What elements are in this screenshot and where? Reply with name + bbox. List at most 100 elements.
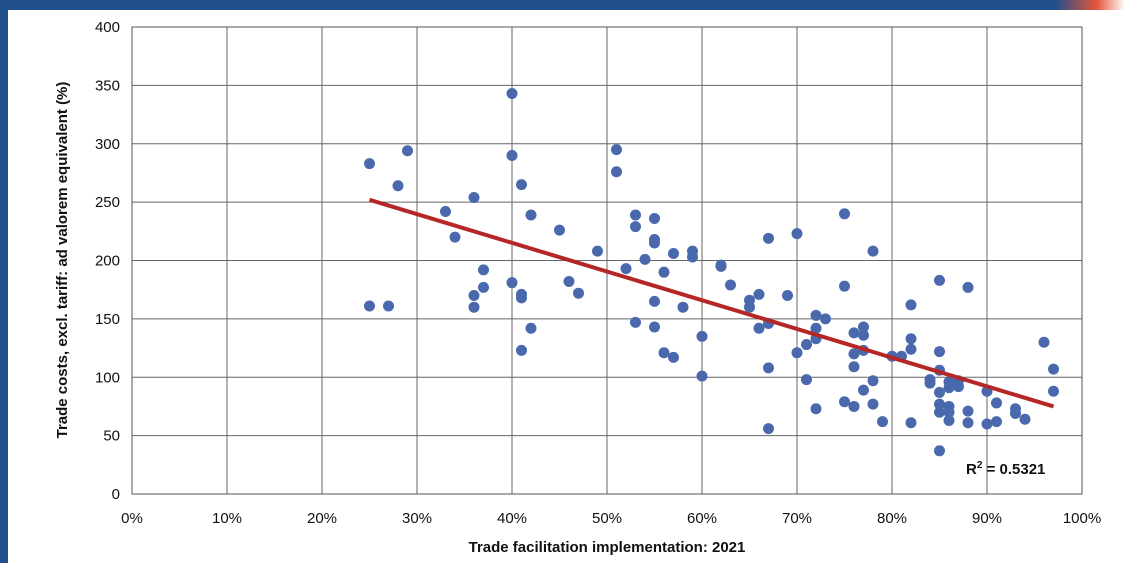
data-point xyxy=(440,205,451,217)
data-point xyxy=(725,279,736,291)
data-point xyxy=(810,309,822,321)
data-point xyxy=(525,322,537,334)
data-point xyxy=(639,253,651,265)
y-tick-label: 300 xyxy=(95,136,120,153)
data-point xyxy=(1038,336,1050,348)
data-point xyxy=(962,281,974,293)
y-tick-label: 50 xyxy=(103,428,120,445)
data-point xyxy=(592,245,603,257)
data-point xyxy=(991,416,1002,428)
data-point xyxy=(516,344,527,356)
data-point xyxy=(687,251,698,263)
y-axis-title: Trade costs, excl. tariff: ad valorem eq… xyxy=(54,82,71,439)
x-tick-label: 70% xyxy=(782,510,812,527)
data-point xyxy=(449,231,461,243)
data-point xyxy=(867,375,879,387)
data-point xyxy=(611,144,622,156)
x-tick-label: 100% xyxy=(1063,510,1101,527)
data-point xyxy=(468,301,480,313)
x-tick-label: 10% xyxy=(212,510,242,527)
trendline xyxy=(368,197,1055,409)
data-points xyxy=(364,88,1059,457)
data-point xyxy=(801,374,812,386)
data-point xyxy=(506,277,518,289)
data-point xyxy=(981,418,993,430)
y-tick-label: 200 xyxy=(95,253,120,270)
data-point xyxy=(658,266,670,278)
data-point xyxy=(791,228,803,240)
data-point xyxy=(516,292,527,304)
data-point xyxy=(753,322,765,334)
data-point xyxy=(620,263,632,275)
x-axis-title: Trade facilitation implementation: 2021 xyxy=(469,539,746,556)
x-tick-label: 0% xyxy=(121,510,143,527)
data-point xyxy=(867,245,879,257)
top-border xyxy=(0,0,1125,10)
data-point xyxy=(630,209,641,221)
data-point xyxy=(668,247,679,259)
data-point xyxy=(810,403,822,415)
data-point xyxy=(934,406,945,418)
data-point xyxy=(649,237,660,249)
x-tick-label: 30% xyxy=(402,510,432,527)
data-point xyxy=(848,348,860,360)
data-point xyxy=(953,381,964,393)
data-point xyxy=(611,166,622,178)
data-point xyxy=(905,343,917,355)
data-point xyxy=(1048,363,1059,375)
data-point xyxy=(468,191,480,203)
data-point xyxy=(858,329,869,341)
data-point xyxy=(839,280,850,292)
grid-lines xyxy=(131,26,1083,495)
data-point xyxy=(801,339,812,351)
data-point xyxy=(696,330,708,342)
data-point xyxy=(563,276,575,288)
data-point xyxy=(848,327,860,339)
data-point xyxy=(763,362,774,374)
data-point xyxy=(468,290,480,302)
data-point xyxy=(934,398,945,410)
data-point xyxy=(478,264,489,276)
data-point xyxy=(364,300,375,312)
data-point xyxy=(649,212,660,224)
data-point xyxy=(744,301,755,313)
data-point xyxy=(943,414,955,426)
data-point xyxy=(364,158,375,170)
data-point xyxy=(924,377,936,389)
x-tick-label: 80% xyxy=(877,510,907,527)
data-point xyxy=(934,346,945,358)
data-point xyxy=(554,224,565,236)
y-tick-label: 350 xyxy=(95,77,120,94)
y-tick-label: 100 xyxy=(95,369,120,386)
data-point xyxy=(402,145,413,157)
x-tick-label: 50% xyxy=(592,510,622,527)
data-point xyxy=(649,295,660,307)
r-squared-annotation: R2 = 0.5321 xyxy=(966,460,1045,478)
data-point xyxy=(943,382,955,394)
data-point xyxy=(506,149,518,161)
x-tick-label: 40% xyxy=(497,510,527,527)
data-point xyxy=(383,300,394,312)
left-border xyxy=(0,0,8,563)
data-point xyxy=(668,351,679,363)
data-point xyxy=(791,347,803,359)
data-point xyxy=(573,287,584,299)
data-point xyxy=(763,232,774,244)
data-point xyxy=(677,301,689,313)
data-point xyxy=(525,209,537,221)
data-point xyxy=(934,386,945,398)
data-point xyxy=(934,445,945,457)
data-point xyxy=(820,313,831,325)
data-point xyxy=(630,221,641,233)
data-point xyxy=(715,260,727,272)
y-tick-label: 150 xyxy=(95,311,120,328)
data-point xyxy=(991,397,1002,409)
x-axis-tick-labels: 0% 10% 20% 30% 40% 50% 60% 70% 80% 90% 100% xyxy=(121,510,1101,527)
data-point xyxy=(962,417,974,429)
data-point xyxy=(848,361,860,373)
y-axis-tick-labels: 0 50 100 150 200 250 300 350 400 xyxy=(95,19,120,503)
data-point xyxy=(658,347,670,359)
data-point xyxy=(763,423,774,435)
data-point xyxy=(392,180,404,192)
